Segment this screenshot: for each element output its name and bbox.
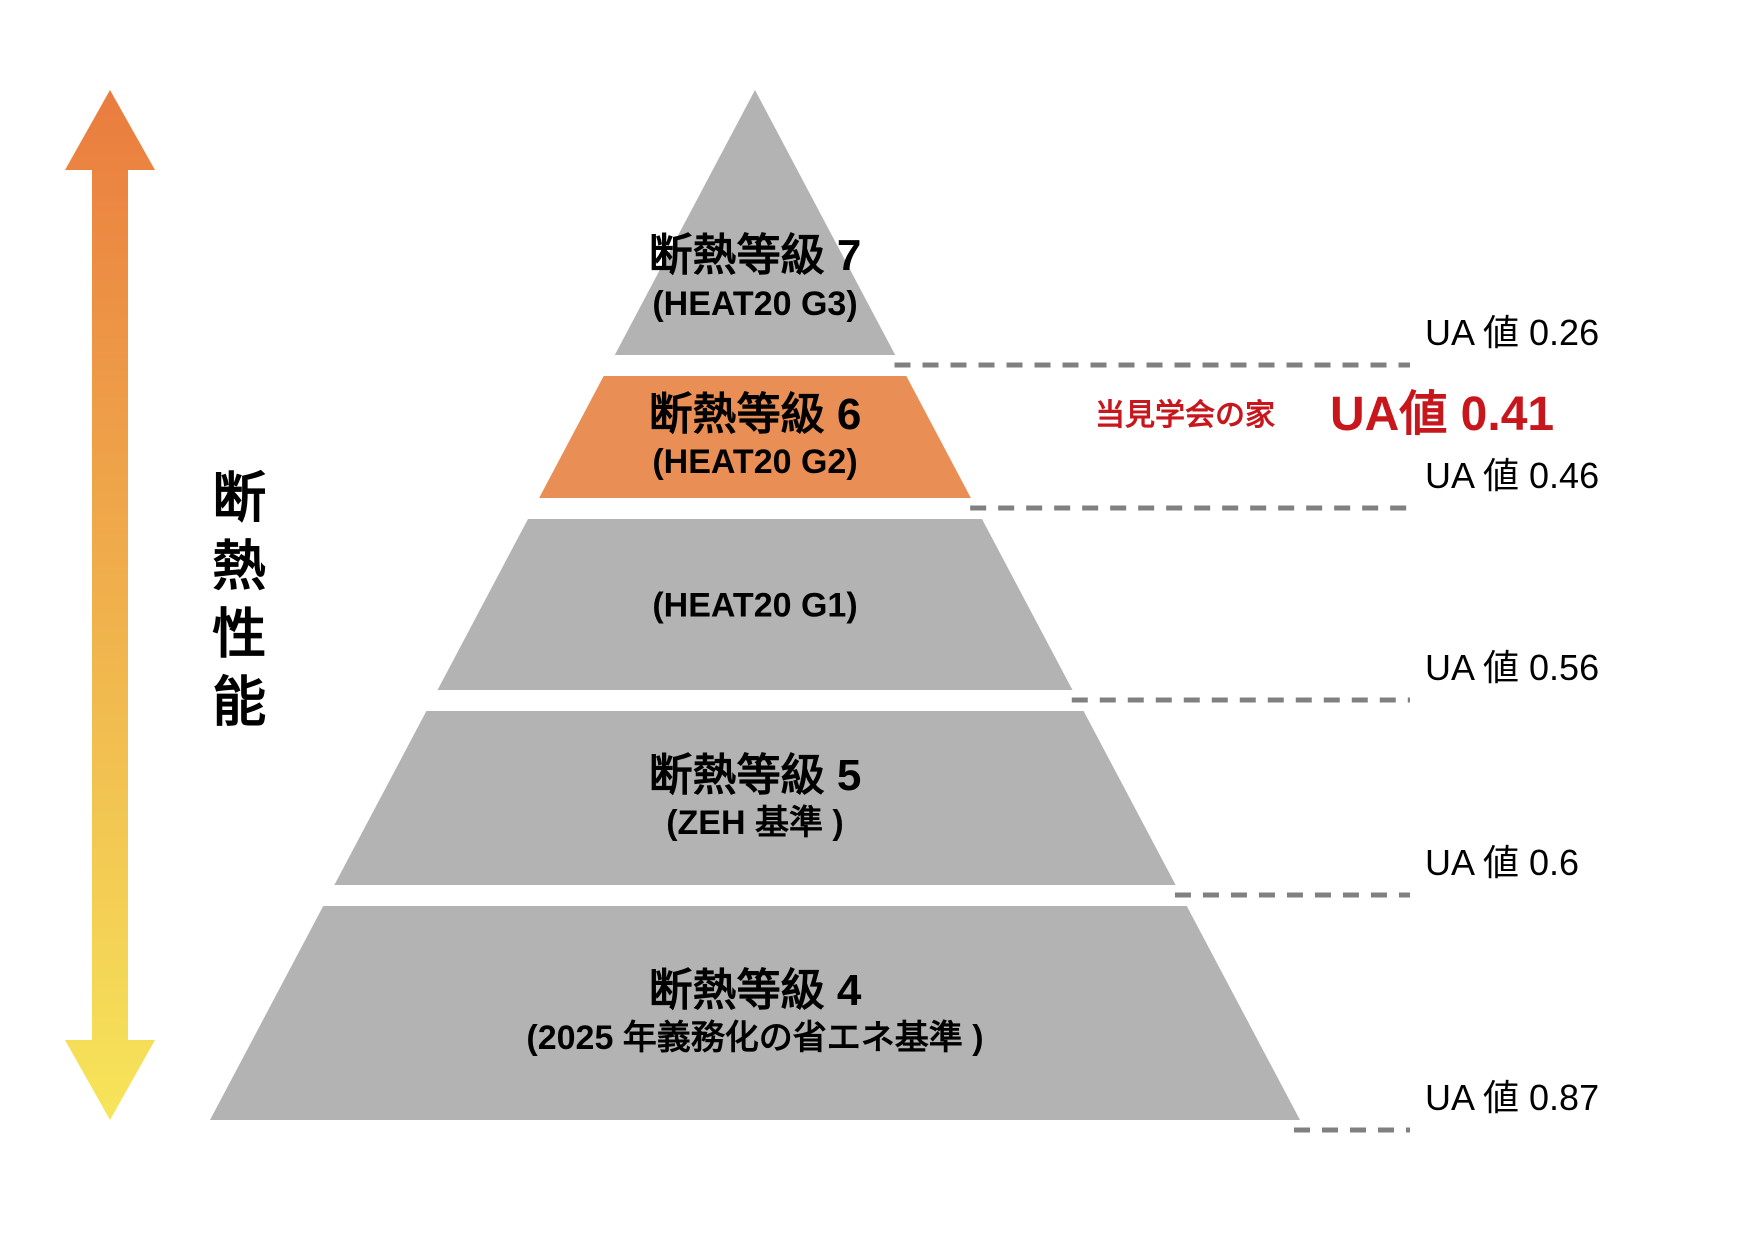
highlight-callout: 当見学会の家 UA値 0.41 [1095, 388, 1554, 441]
axis-label-text: 断熱性能 [204, 469, 266, 741]
band-subtitle: (HEAT20 G2) [652, 443, 857, 481]
double-arrow-icon [65, 90, 155, 1120]
band-title: 断熱等級 7 [649, 231, 862, 280]
performance-axis-label: 断熱性能 [204, 469, 266, 741]
ua-value-label: UA 値 0.46 [1425, 455, 1599, 496]
band-title: 断熱等級 4 [649, 966, 862, 1015]
ua-value-label: UA 値 0.56 [1425, 647, 1599, 688]
band-subtitle: (HEAT20 G3) [652, 285, 857, 323]
ua-value-label: UA 値 0.26 [1425, 312, 1599, 353]
performance-axis-arrow [65, 90, 155, 1120]
ua-value-label: UA 値 0.6 [1425, 842, 1579, 883]
diagram-svg: 断熱等級 7 (HEAT20 G3) 断熱等級 6 (HEAT20 G2) (HEAT2… [0, 0, 1758, 1251]
band-subtitle: (HEAT20 G1) [652, 587, 857, 625]
band-subtitle: (2025 年義務化の省エネ基準 ) [526, 1019, 983, 1057]
ua-value-label: UA 値 0.87 [1425, 1077, 1599, 1118]
insulation-pyramid-diagram: 断熱等級 7 (HEAT20 G3) 断熱等級 6 (HEAT20 G2) (HEAT2… [0, 0, 1758, 1251]
highlight-value: UA値 0.41 [1330, 388, 1554, 441]
band-subtitle: (ZEH 基準 ) [666, 804, 844, 842]
highlight-prefix: 当見学会の家 [1095, 398, 1275, 432]
band-title: 断熱等級 6 [649, 390, 862, 439]
band-title: 断熱等級 5 [649, 751, 862, 800]
